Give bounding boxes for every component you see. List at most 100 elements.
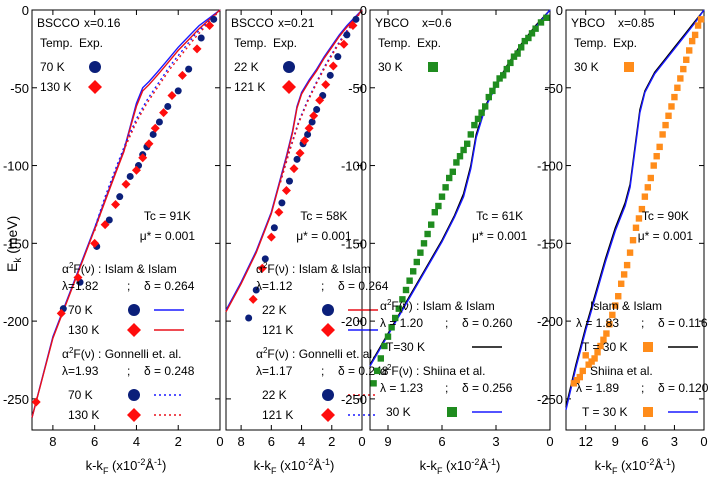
- fit-legend-marker: [127, 323, 141, 337]
- data-point: [677, 75, 684, 82]
- delta-label: δ = 0.120: [658, 381, 708, 395]
- data-point: [348, 21, 358, 31]
- data-point: [686, 47, 693, 54]
- delta-label: δ = 0.256: [462, 381, 513, 395]
- y-tick-label: -250: [3, 392, 29, 407]
- x-tick-label: 0: [546, 434, 553, 449]
- data-point: [620, 271, 628, 278]
- lambda-label: λ = 1.83: [576, 316, 619, 330]
- legend-marker: [428, 62, 438, 72]
- legend-marker: [88, 80, 102, 94]
- data-point: [274, 207, 284, 217]
- delta-label: δ = 0.248: [144, 364, 195, 378]
- y-tick-label: -150: [537, 236, 563, 251]
- separator: ;: [127, 279, 130, 293]
- data-point: [431, 209, 438, 216]
- data-point: [281, 185, 291, 195]
- data-point: [496, 75, 503, 82]
- data-point: [507, 59, 514, 67]
- y-tick-label: -250: [537, 392, 563, 407]
- fit-legend-marker: [321, 323, 335, 337]
- data-point: [388, 324, 395, 331]
- data-point: [606, 321, 613, 328]
- fit-legend-marker: [643, 342, 653, 352]
- tc-label: Tc = 91K: [144, 209, 191, 223]
- data-point: [144, 139, 154, 149]
- data-point: [395, 305, 402, 312]
- x-tick-label: 3: [492, 434, 499, 449]
- data-point: [192, 44, 202, 54]
- data-point: [381, 342, 388, 350]
- data-point: [210, 15, 218, 23]
- data-point: [295, 148, 305, 158]
- data-point: [659, 131, 666, 138]
- fit-legend-title: α2F(ν) : Islam & Islam: [256, 261, 371, 276]
- x-tick-label: 2: [328, 434, 335, 449]
- fit-legend-row-label: 121 K: [262, 323, 293, 337]
- data-point: [304, 123, 314, 133]
- data-point: [326, 71, 334, 79]
- data-point: [528, 30, 536, 37]
- y-axis-title: Ek (meV): [4, 216, 24, 272]
- data-point: [537, 19, 545, 26]
- panel-3: 0 -50 -100 -150 -200 -250 9 6 3 0 YBCO x=0.6 Temp. Ex…: [341, 3, 554, 476]
- x-axis-title: k-kF (x10-2Å-1): [86, 457, 167, 476]
- panel-title: YBCO: [571, 16, 605, 30]
- data-point: [518, 44, 525, 51]
- data-point: [467, 131, 474, 138]
- data-point: [374, 367, 381, 375]
- x-tick-label: 0: [358, 434, 365, 449]
- data-point: [460, 146, 467, 154]
- delta-label: δ = 0.248: [338, 364, 389, 378]
- data-point: [313, 106, 321, 114]
- x-axis-title: k-kF (x10-2Å-1): [420, 457, 501, 476]
- fit-legend-row-label: 22 K: [262, 303, 287, 317]
- data-point: [105, 216, 113, 224]
- data-point: [399, 296, 406, 303]
- fit-legend-marker: [643, 407, 653, 417]
- data-point: [56, 308, 66, 318]
- legend-head-exp: Exp.: [417, 36, 441, 50]
- data-point: [688, 37, 696, 45]
- x-tick-label: 4: [133, 434, 140, 449]
- fit-legend-title: α2F(ν) : Gonnelli et. al.: [256, 346, 375, 361]
- legend-head-exp: Exp.: [79, 36, 103, 50]
- fit-legend-marker: [128, 304, 140, 316]
- fit-legend-row-label: T=30 K: [386, 340, 425, 354]
- tc-label: Tc = 58K: [300, 209, 347, 223]
- panel-2: 8 6 4 2 0 BSCCO x=0.21 Temp. Exp. 22 K 121 K Tc = 5…: [225, 9, 389, 476]
- x-tick-label: 6: [641, 434, 648, 449]
- lambda-label: λ=1.93: [62, 364, 99, 378]
- data-point: [410, 268, 417, 275]
- separator: ;: [127, 364, 130, 378]
- data-point: [662, 121, 669, 129]
- data-point: [424, 230, 431, 238]
- data-point: [597, 342, 604, 350]
- data-point: [285, 177, 293, 185]
- data-point: [121, 179, 131, 189]
- data-point: [456, 153, 464, 160]
- data-point: [489, 87, 496, 95]
- data-point: [510, 53, 518, 60]
- legend-head-temp: Temp.: [40, 36, 73, 50]
- data-point: [352, 15, 360, 23]
- data-point: [138, 153, 148, 163]
- panel-doping: x=0.16: [84, 16, 121, 30]
- legend-temp-label: 121 K: [234, 80, 265, 94]
- svg-text:Ek (meV): Ek (meV): [4, 216, 24, 272]
- x-tick-label: 6: [268, 434, 275, 449]
- lambda-label: λ=1.12: [256, 279, 293, 293]
- data-point: [478, 109, 485, 116]
- data-point: [500, 72, 507, 79]
- separator: ;: [321, 364, 324, 378]
- fit-legend-row-label: 22 K: [262, 388, 287, 402]
- legend-marker: [624, 62, 634, 72]
- data-point: [315, 95, 325, 105]
- y-tick-label: -200: [537, 314, 563, 329]
- data-point: [525, 34, 532, 42]
- data-point: [532, 25, 539, 32]
- y-tick-label: -100: [341, 159, 367, 174]
- y-tick-label: -200: [341, 314, 367, 329]
- data-point: [582, 352, 589, 359]
